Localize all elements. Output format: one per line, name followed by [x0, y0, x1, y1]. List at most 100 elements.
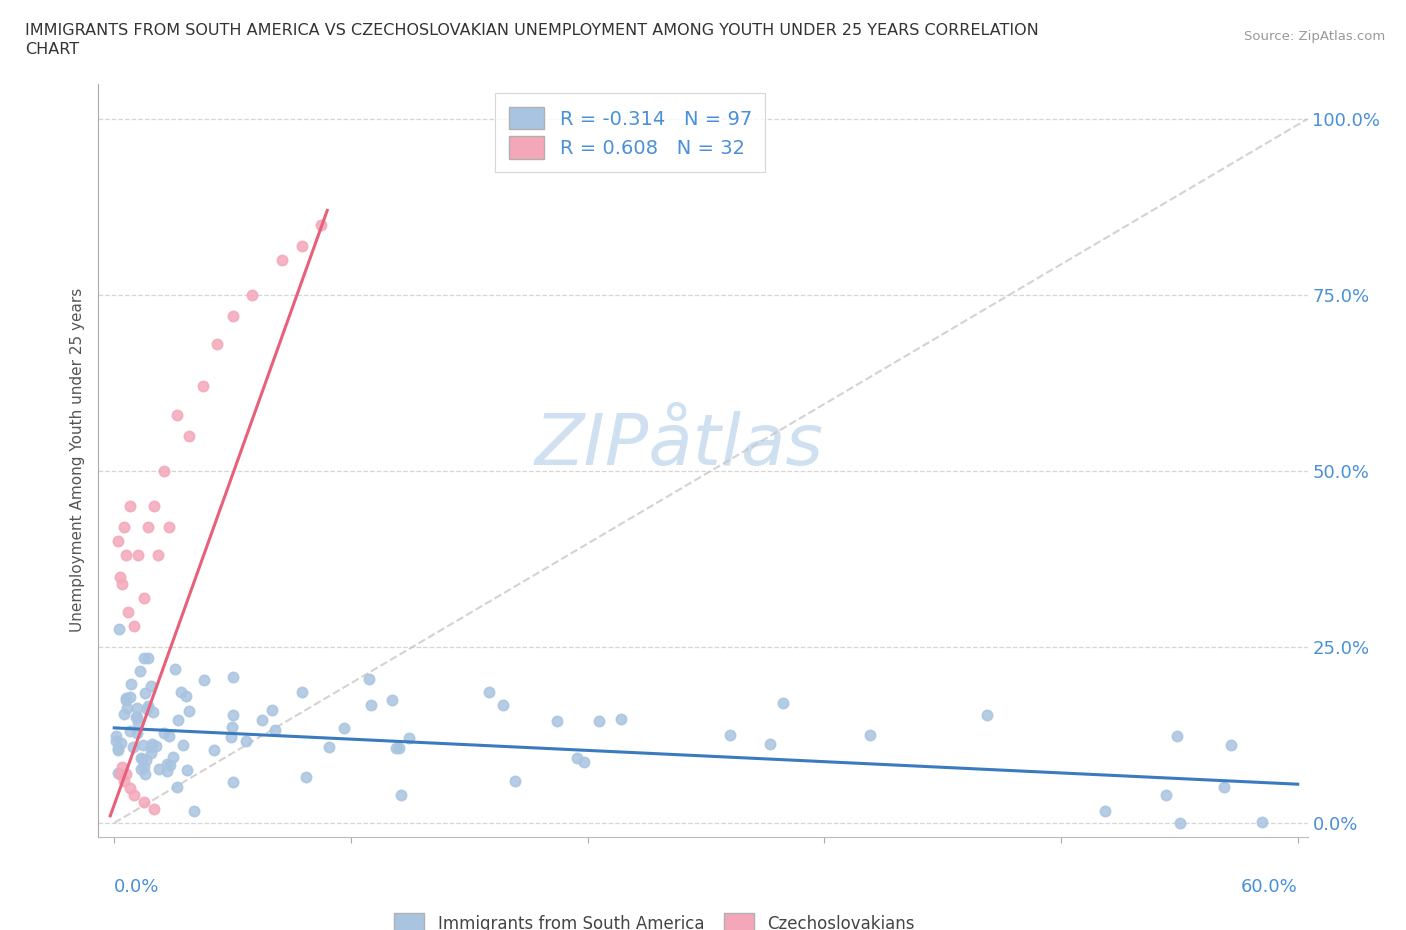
Point: [294, 769, 316, 784]
Point: [318, 740, 340, 755]
Point: [153, 725, 176, 740]
Point: [1213, 780, 1236, 795]
Point: [250, 712, 273, 727]
Point: [156, 756, 179, 771]
Point: [291, 684, 314, 699]
Point: [565, 751, 588, 765]
Point: [124, 710, 146, 724]
Point: [1166, 728, 1188, 743]
Point: [262, 703, 284, 718]
Text: CHART: CHART: [25, 42, 79, 57]
Point: [1220, 737, 1243, 752]
Point: [291, 238, 314, 253]
Point: [772, 696, 794, 711]
Point: [311, 217, 333, 232]
Point: [976, 708, 998, 723]
Point: [1168, 816, 1191, 830]
Point: [572, 754, 595, 769]
Point: [118, 689, 141, 704]
Point: [127, 715, 149, 730]
Point: [172, 738, 194, 753]
Point: [176, 762, 198, 777]
Point: [121, 739, 143, 754]
Point: [177, 704, 200, 719]
Point: [609, 711, 631, 726]
Point: [136, 701, 159, 716]
Point: [222, 775, 245, 790]
Point: [122, 618, 145, 633]
Point: [202, 743, 225, 758]
Point: [134, 766, 156, 781]
Point: [263, 723, 285, 737]
Point: [120, 677, 142, 692]
Point: [131, 737, 153, 752]
Point: [132, 794, 155, 809]
Point: [136, 520, 159, 535]
Point: [240, 287, 263, 302]
Point: [129, 762, 152, 777]
Point: [385, 740, 408, 755]
Point: [388, 741, 411, 756]
Point: [166, 407, 188, 422]
Point: [221, 720, 243, 735]
Point: [205, 337, 228, 352]
Point: [759, 737, 782, 751]
Point: [159, 758, 181, 773]
Point: [115, 548, 138, 563]
Point: [389, 788, 412, 803]
Point: [129, 751, 152, 765]
Point: [139, 739, 162, 754]
Point: [183, 804, 205, 819]
Point: [146, 548, 169, 563]
Point: [235, 734, 257, 749]
Point: [107, 740, 129, 755]
Point: [546, 713, 568, 728]
Text: 60.0%: 60.0%: [1241, 879, 1298, 897]
Y-axis label: Unemployment Among Youth under 25 years: Unemployment Among Youth under 25 years: [70, 288, 86, 632]
Point: [503, 774, 526, 789]
Point: [492, 698, 515, 712]
Point: [478, 685, 501, 700]
Point: [112, 707, 135, 722]
Point: [120, 724, 142, 738]
Point: [132, 760, 155, 775]
Point: [115, 700, 138, 715]
Point: [125, 725, 148, 740]
Point: [165, 662, 187, 677]
Point: [333, 721, 356, 736]
Point: [107, 534, 129, 549]
Point: [1094, 804, 1116, 818]
Point: [117, 604, 139, 619]
Point: [222, 708, 245, 723]
Point: [219, 729, 242, 744]
Point: [142, 705, 165, 720]
Text: ZIPåtlas: ZIPåtlas: [534, 411, 824, 480]
Point: [132, 591, 155, 605]
Point: [138, 698, 160, 713]
Point: [156, 764, 179, 778]
Point: [159, 520, 181, 535]
Point: [718, 728, 741, 743]
Point: [127, 700, 149, 715]
Point: [108, 766, 131, 781]
Point: [360, 698, 382, 712]
Point: [122, 788, 145, 803]
Point: [115, 693, 138, 708]
Point: [176, 689, 198, 704]
Point: [134, 685, 156, 700]
Point: [118, 780, 141, 795]
Point: [141, 737, 163, 751]
Point: [270, 252, 292, 267]
Point: [221, 309, 243, 324]
Point: [193, 672, 215, 687]
Point: [105, 734, 128, 749]
Text: IMMIGRANTS FROM SOUTH AMERICA VS CZECHOSLOVAKIAN UNEMPLOYMENT AMONG YOUTH UNDER : IMMIGRANTS FROM SOUTH AMERICA VS CZECHOS…: [25, 23, 1039, 38]
Point: [131, 751, 153, 766]
Point: [166, 712, 188, 727]
Point: [107, 743, 129, 758]
Point: [152, 463, 174, 478]
Point: [859, 727, 882, 742]
Point: [359, 671, 381, 686]
Point: [132, 651, 155, 666]
Point: [110, 736, 132, 751]
